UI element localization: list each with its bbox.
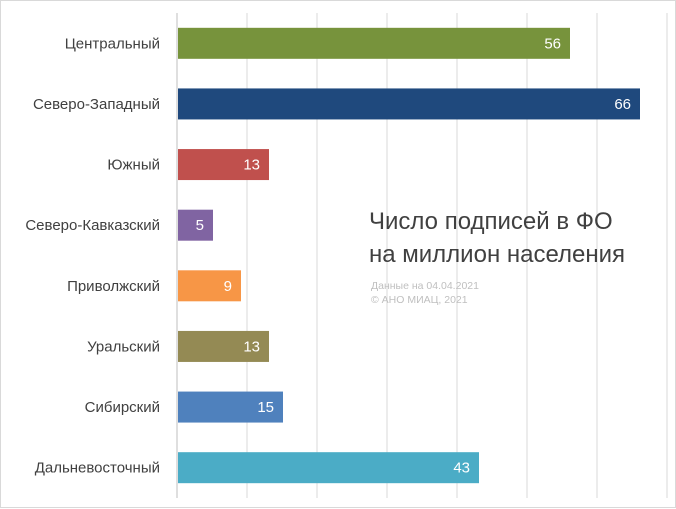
bar — [178, 330, 269, 362]
chart-title-line-2: на миллион населения — [369, 241, 625, 268]
bars — [178, 27, 640, 484]
data-date-note: Данные на 04.04.2021 — [371, 280, 479, 292]
bar — [178, 209, 213, 241]
category-label: Сибирский — [85, 399, 160, 416]
category-label: Дальневосточный — [35, 460, 160, 477]
chart-title-line-1: Число подписей в ФО — [369, 208, 613, 235]
category-label: Уральский — [87, 338, 160, 355]
value-label: 66 — [614, 96, 631, 113]
bar — [178, 149, 269, 181]
bar — [178, 270, 241, 302]
bar — [178, 452, 479, 484]
value-labels: 56 66 13 5 9 13 15 43 — [196, 35, 631, 476]
category-label: Приволжский — [67, 278, 160, 295]
value-label: 56 — [544, 35, 561, 52]
value-label: 13 — [243, 157, 260, 174]
copyright-note: © АНО МИАЦ, 2021 — [371, 294, 468, 306]
category-label: Южный — [107, 157, 160, 174]
value-label: 15 — [257, 399, 274, 416]
category-label: Северо-Западный — [33, 96, 160, 113]
value-label: 43 — [453, 460, 470, 477]
value-label: 5 — [196, 217, 204, 234]
category-labels: Центральный Северо-Западный Южный Северо-Ка… — [25, 35, 160, 476]
bar — [178, 391, 283, 423]
value-label: 9 — [224, 278, 232, 295]
category-label: Центральный — [65, 35, 160, 52]
bar — [178, 88, 640, 120]
bar — [178, 27, 570, 59]
category-label: Северо-Кавказский — [25, 217, 160, 234]
value-label: 13 — [243, 338, 260, 355]
